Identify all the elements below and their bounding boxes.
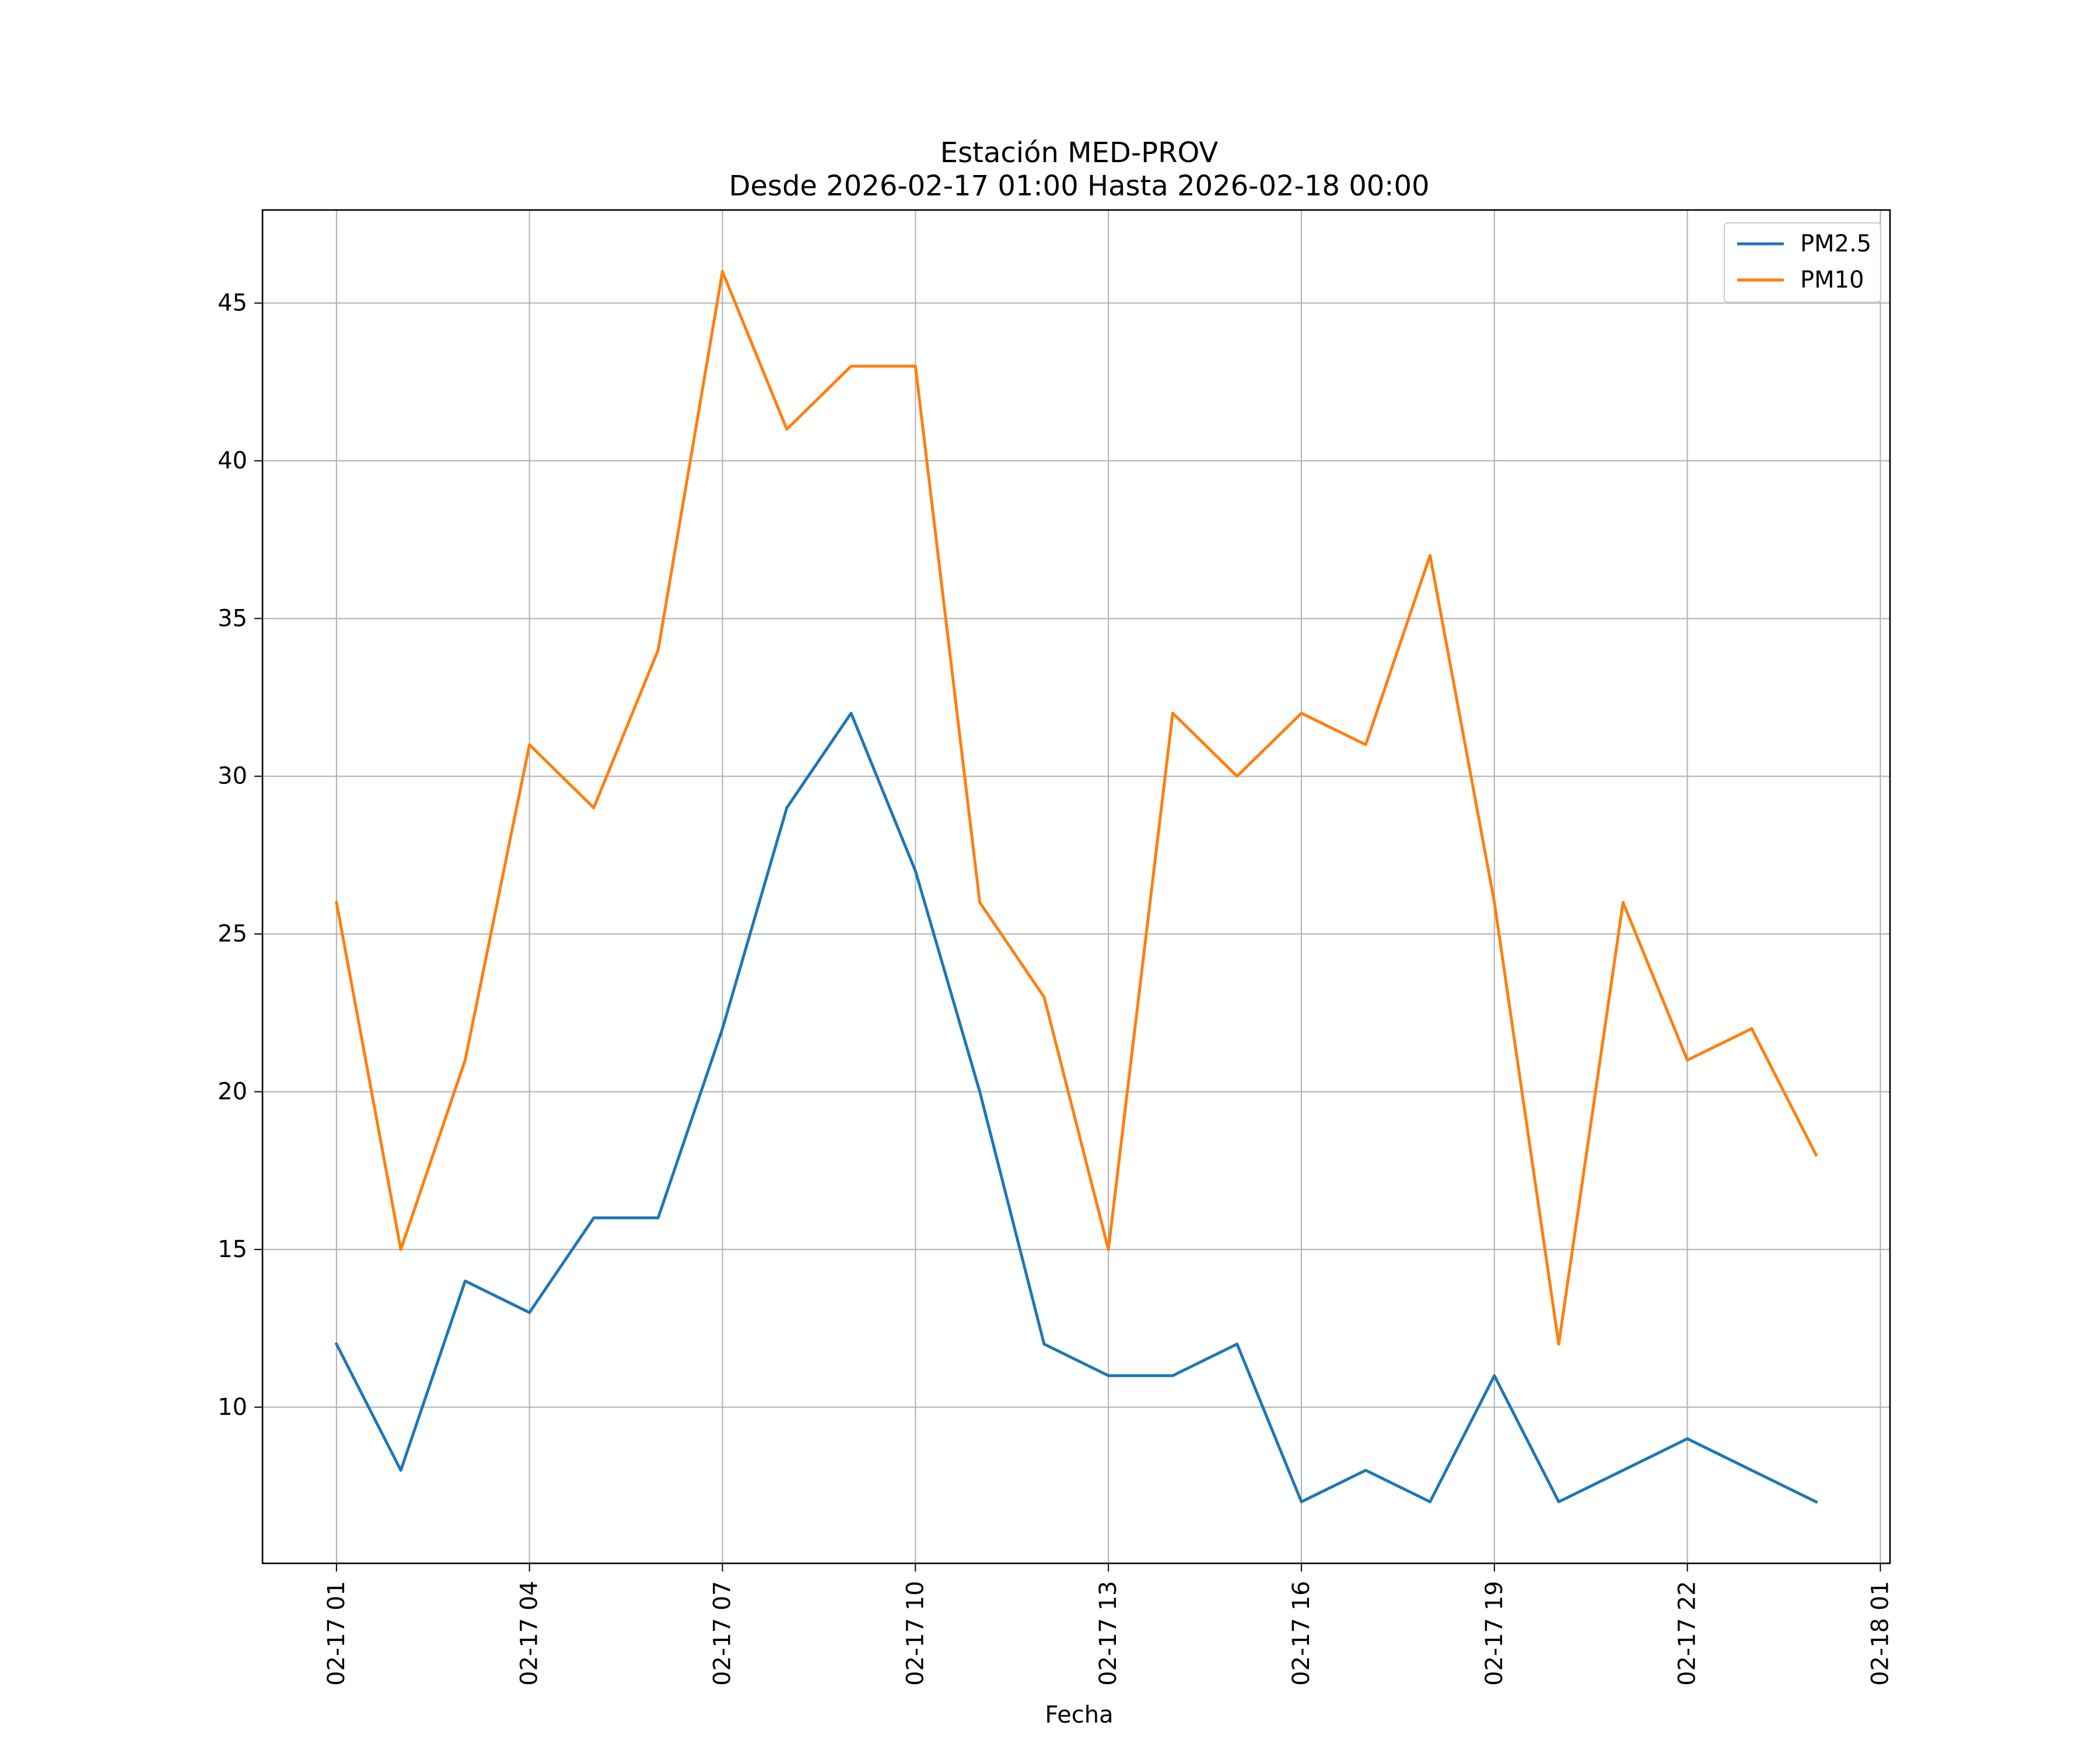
y-axis-ticks: 10 15 20 25 30 35 40 45 [218, 290, 262, 1420]
series-line-1 [334, 270, 1818, 1346]
y-tick-label: 30 [218, 763, 247, 790]
y-tick-label: 15 [218, 1236, 247, 1263]
y-tick-label: 40 [218, 447, 247, 474]
x-tick-label: 02-17 22 [1674, 1581, 1701, 1686]
y-tick-label: 20 [218, 1079, 247, 1105]
y-tick-label: 10 [218, 1394, 247, 1420]
x-tick-label: 02-17 07 [709, 1581, 736, 1686]
y-tick-label: 25 [218, 921, 247, 947]
plot-lines [334, 270, 1818, 1504]
legend-label: PM2.5 [1800, 230, 1871, 257]
x-axis-label: Fecha [1045, 1702, 1113, 1728]
axes-frame [261, 209, 1891, 1564]
x-tick-label: 02-17 16 [1288, 1581, 1315, 1686]
chart-subtitle: Desde 2026-02-17 01:00 Hasta 2026-02-18 … [729, 170, 1429, 202]
y-tick-label: 35 [218, 605, 247, 632]
x-tick-label: 02-17 04 [516, 1581, 543, 1686]
x-tick-label: 02-17 10 [902, 1581, 929, 1686]
grid [262, 210, 1890, 1563]
x-tick-label: 02-18 01 [1867, 1581, 1894, 1686]
chart-title: Estación MED-PROV [940, 136, 1219, 169]
x-tick-label: 02-17 13 [1095, 1581, 1122, 1686]
x-tick-label: 02-17 19 [1481, 1581, 1508, 1686]
legend-label: PM10 [1800, 267, 1864, 293]
x-tick-label: 02-17 01 [323, 1581, 350, 1686]
y-tick-label: 45 [218, 290, 247, 317]
series-line-0 [334, 712, 1818, 1504]
legend: PM2.5 PM10 [1724, 222, 1881, 303]
x-axis-ticks: 02-17 01 02-17 04 02-17 07 02-17 10 02-17 13… [323, 1563, 1894, 1686]
